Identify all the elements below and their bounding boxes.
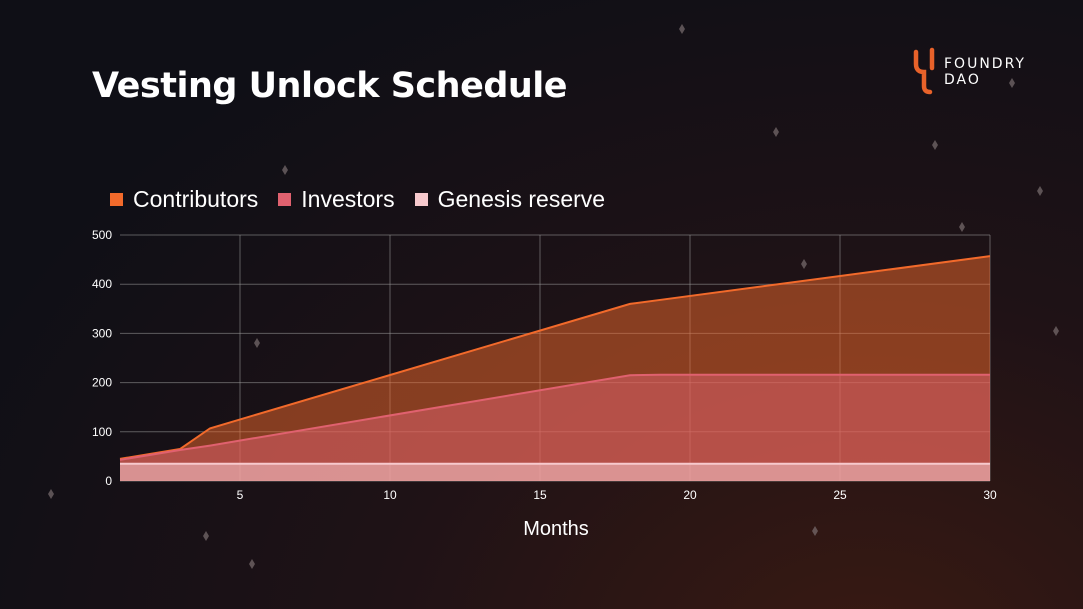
legend-label-investors: Investors [301, 186, 395, 212]
legend-label-genesis-reserve: Genesis reserve [437, 186, 606, 212]
y-tick-label-200: 200 [92, 376, 112, 390]
legend-swatch-contributors [110, 193, 123, 206]
x-tick-label-15: 15 [533, 488, 547, 502]
line-investors [119, 373, 990, 461]
logo: FOUNDRY DAO [912, 46, 1052, 98]
x-axis-label: Months [523, 518, 589, 540]
y-tick-label-100: 100 [92, 425, 112, 439]
area-investors [120, 374, 990, 481]
logo-text-foundry: FOUNDRY [944, 56, 1026, 72]
y-tick-label-300: 300 [92, 326, 112, 340]
legend-swatch-investors [278, 193, 292, 206]
y-tick-label-500: 500 [92, 228, 112, 242]
x-tick-label-25: 25 [833, 488, 847, 502]
foundry-logo-icon [913, 47, 935, 95]
logo-text-dao: DAO [944, 72, 981, 88]
x-tick-label-30: 30 [983, 488, 997, 502]
legend-swatch-genesis-reserve [414, 193, 428, 206]
legend-item-contributors: Contributors [110, 186, 258, 213]
legend-item-investors: Investors [278, 186, 395, 213]
chart-legend: Contributors Investors Genesis reserve [110, 186, 605, 213]
legend-item-genesis-reserve: Genesis reserve [414, 186, 606, 213]
x-tick-label-5: 5 [237, 488, 244, 502]
y-tick-label-400: 400 [92, 277, 112, 291]
area-genesis-reserve [120, 463, 990, 481]
x-tick-label-20: 20 [683, 488, 697, 502]
legend-label-contributors: Contributors [133, 186, 259, 212]
x-tick-label-10: 10 [383, 488, 397, 502]
y-tick-label-0: 0 [105, 474, 112, 488]
page-title: Vesting Unlock Schedule [92, 66, 568, 106]
